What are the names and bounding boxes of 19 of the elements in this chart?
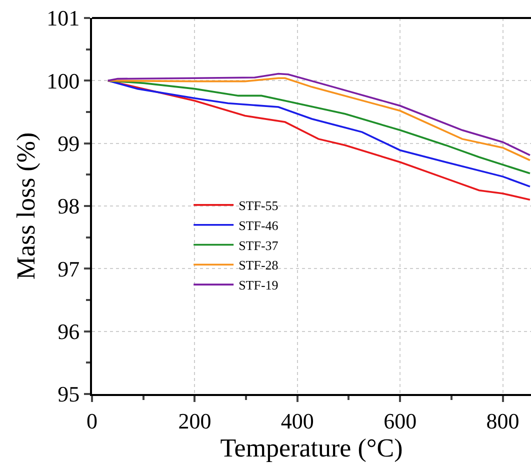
x-tick-label: 600 [384, 408, 417, 434]
legend-label: STF-55 [238, 198, 278, 214]
y-tick-label: 95 [58, 382, 80, 407]
x-tick-label: 800 [486, 408, 520, 434]
y-tick-label: 98 [58, 194, 80, 219]
y-axis-title: Mass loss (%) [12, 132, 40, 280]
legend-label: STF-19 [238, 278, 278, 293]
y-tick-label: 97 [58, 256, 80, 282]
x-tick-label: 0 [86, 408, 98, 434]
legend-label: STF-37 [238, 238, 279, 253]
x-tick-label: 200 [178, 408, 212, 434]
y-tick-label: 99 [58, 131, 80, 156]
y-tick-label: 101 [46, 6, 80, 31]
x-tick-label: 400 [280, 408, 314, 434]
x-axis-title: Temperature (°C) [220, 433, 403, 462]
y-tick-label: 96 [58, 319, 80, 344]
y-tick-label: 100 [46, 68, 80, 94]
legend-label: STF-28 [238, 258, 278, 273]
legend-label: STF-46 [238, 218, 279, 233]
